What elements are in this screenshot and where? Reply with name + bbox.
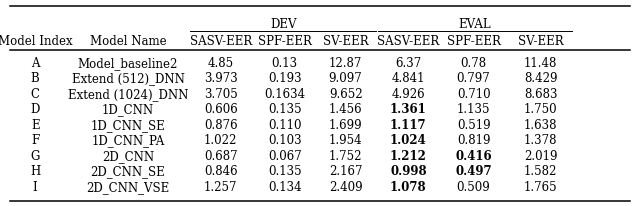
Text: 1.135: 1.135 [457, 103, 490, 116]
Text: 0.134: 0.134 [268, 180, 301, 193]
Text: 1.212: 1.212 [390, 149, 427, 162]
Text: 0.78: 0.78 [461, 56, 486, 69]
Text: 1D_CNN_SE: 1D_CNN_SE [91, 118, 165, 131]
Text: 0.497: 0.497 [455, 165, 492, 177]
Text: 3.705: 3.705 [204, 87, 237, 100]
Text: D: D [31, 103, 40, 116]
Text: 1D_CNN: 1D_CNN [102, 103, 154, 116]
Text: 0.13: 0.13 [272, 56, 298, 69]
Text: 1D_CNN_PA: 1D_CNN_PA [92, 134, 164, 146]
Text: 0.846: 0.846 [204, 165, 237, 177]
Text: Model_baseline2: Model_baseline2 [78, 56, 178, 69]
Text: 2.019: 2.019 [524, 149, 557, 162]
Text: 1.022: 1.022 [204, 134, 237, 146]
Text: 0.509: 0.509 [457, 180, 490, 193]
Text: 1.117: 1.117 [390, 118, 427, 131]
Text: 2.409: 2.409 [329, 180, 362, 193]
Text: 0.519: 0.519 [457, 118, 490, 131]
Text: 1.752: 1.752 [329, 149, 362, 162]
Text: 0.135: 0.135 [268, 103, 301, 116]
Text: 1.378: 1.378 [524, 134, 557, 146]
Text: H: H [30, 165, 40, 177]
Text: 8.683: 8.683 [524, 87, 557, 100]
Text: 11.48: 11.48 [524, 56, 557, 69]
Text: 0.193: 0.193 [268, 72, 301, 85]
Text: 1.257: 1.257 [204, 180, 237, 193]
Text: 0.067: 0.067 [268, 149, 301, 162]
Text: Model Name: Model Name [90, 35, 166, 48]
Text: SV-EER: SV-EER [323, 35, 369, 48]
Text: Extend (1024)_DNN: Extend (1024)_DNN [68, 87, 188, 100]
Text: 2D_CNN: 2D_CNN [102, 149, 154, 162]
Text: 12.87: 12.87 [329, 56, 362, 69]
Text: 0.797: 0.797 [457, 72, 490, 85]
Text: Model Index: Model Index [0, 35, 72, 48]
Text: 0.710: 0.710 [457, 87, 490, 100]
Text: 0.416: 0.416 [455, 149, 492, 162]
Text: 1.638: 1.638 [524, 118, 557, 131]
Text: I: I [33, 180, 38, 193]
Text: 1.078: 1.078 [390, 180, 427, 193]
Text: 0.876: 0.876 [204, 118, 237, 131]
Text: A: A [31, 56, 40, 69]
Text: G: G [31, 149, 40, 162]
Text: 2D_CNN_SE: 2D_CNN_SE [91, 165, 165, 177]
Text: 0.998: 0.998 [390, 165, 427, 177]
Text: SASV-EER: SASV-EER [189, 35, 252, 48]
Text: Extend (512)_DNN: Extend (512)_DNN [72, 72, 184, 85]
Text: 8.429: 8.429 [524, 72, 557, 85]
Text: 1.750: 1.750 [524, 103, 557, 116]
Text: EVAL: EVAL [458, 18, 491, 31]
Text: 0.687: 0.687 [204, 149, 237, 162]
Text: SPF-EER: SPF-EER [258, 35, 312, 48]
Text: SASV-EER: SASV-EER [377, 35, 440, 48]
Text: 0.819: 0.819 [457, 134, 490, 146]
Text: B: B [31, 72, 40, 85]
Text: C: C [31, 87, 40, 100]
Text: 1.699: 1.699 [329, 118, 362, 131]
Text: 3.973: 3.973 [204, 72, 237, 85]
Text: 2D_CNN_VSE: 2D_CNN_VSE [86, 180, 170, 193]
Text: 9.652: 9.652 [329, 87, 362, 100]
Text: 1.024: 1.024 [390, 134, 427, 146]
Text: 1.765: 1.765 [524, 180, 557, 193]
Text: 1.361: 1.361 [390, 103, 427, 116]
Text: 4.926: 4.926 [392, 87, 425, 100]
Text: 1.954: 1.954 [329, 134, 362, 146]
Text: SPF-EER: SPF-EER [447, 35, 500, 48]
Text: 0.1634: 0.1634 [264, 87, 305, 100]
Text: 4.841: 4.841 [392, 72, 425, 85]
Text: 2.167: 2.167 [329, 165, 362, 177]
Text: 0.135: 0.135 [268, 165, 301, 177]
Text: 1.456: 1.456 [329, 103, 362, 116]
Text: E: E [31, 118, 40, 131]
Text: 0.606: 0.606 [204, 103, 237, 116]
Text: 0.103: 0.103 [268, 134, 301, 146]
Text: DEV: DEV [270, 18, 296, 31]
Text: 4.85: 4.85 [208, 56, 234, 69]
Text: 1.582: 1.582 [524, 165, 557, 177]
Text: 6.37: 6.37 [395, 56, 422, 69]
Text: 9.097: 9.097 [329, 72, 362, 85]
Text: SV-EER: SV-EER [518, 35, 564, 48]
Text: F: F [31, 134, 39, 146]
Text: 0.110: 0.110 [268, 118, 301, 131]
